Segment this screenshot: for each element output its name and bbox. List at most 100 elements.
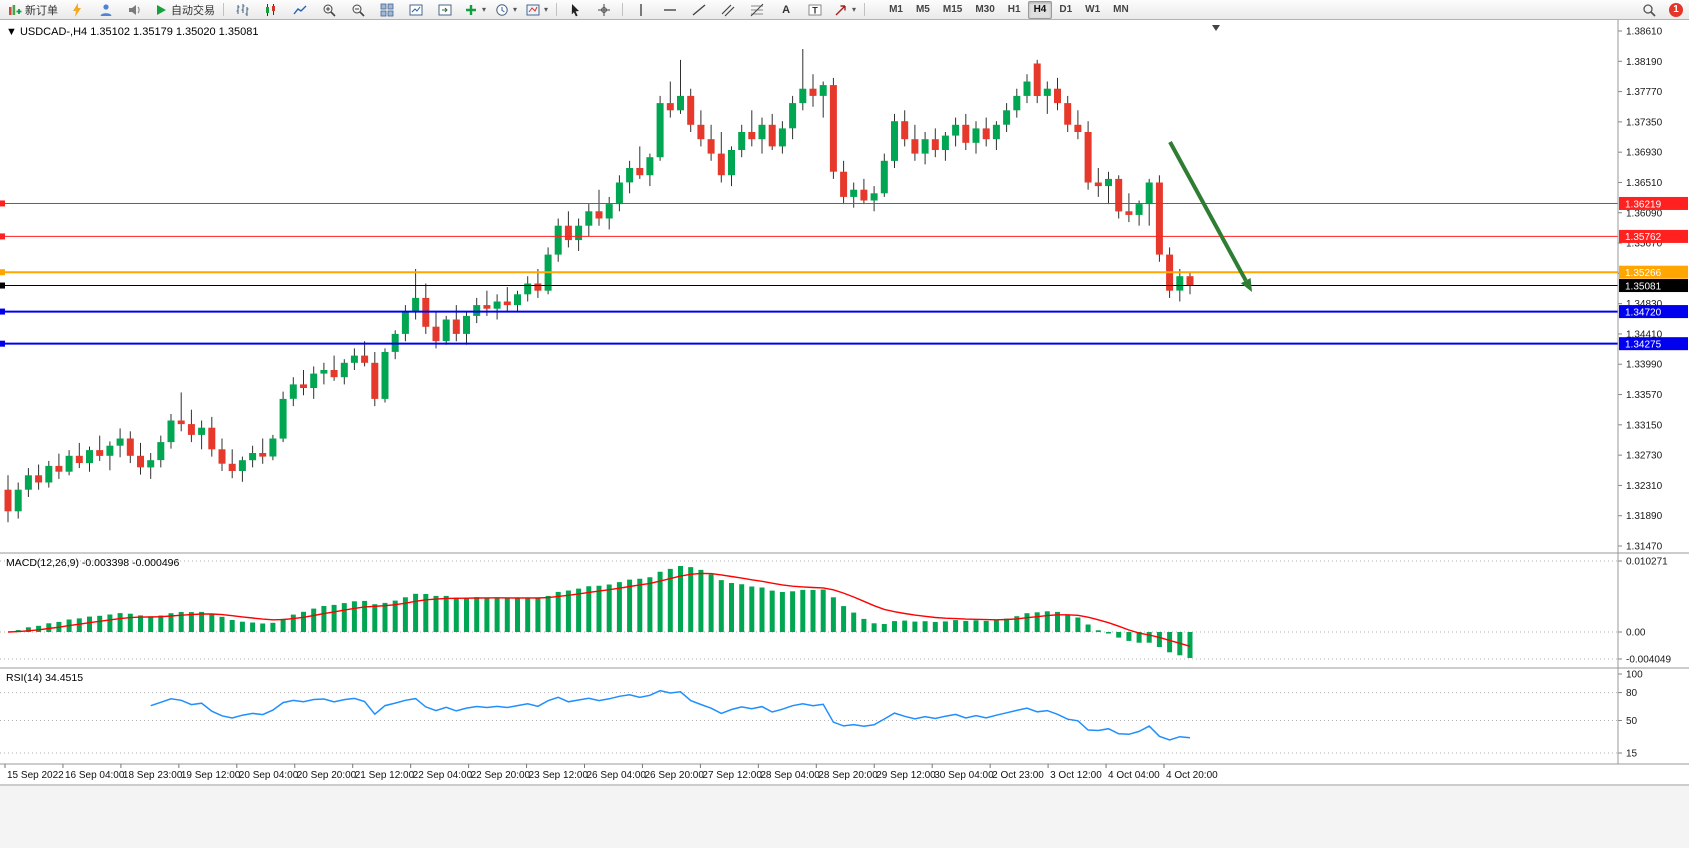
candle-down (748, 132, 756, 140)
candle-down (300, 384, 307, 388)
play-icon (157, 4, 166, 15)
candle-up (1176, 276, 1184, 291)
timeframe-button-m15[interactable]: M15 (942, 4, 963, 15)
candle-up (45, 465, 53, 483)
timeframe-button-mn[interactable]: MN (1113, 4, 1129, 15)
speaker-icon (129, 4, 140, 15)
time-axis-label: 29 Sep 12:00 (876, 770, 936, 781)
candle-up (473, 305, 481, 316)
time-axis-label: 20 Sep 04:00 (239, 770, 299, 781)
channel-tool-button[interactable] (714, 0, 742, 19)
notification-badge[interactable]: 1 (1669, 2, 1683, 17)
candle-down (208, 427, 216, 450)
timeframe-button-m5[interactable]: M5 (915, 4, 930, 15)
candle-up (554, 225, 562, 255)
text-tool-button[interactable]: A (772, 0, 800, 19)
candle-up (819, 85, 827, 96)
support-line-2-tag-label: 1.34275 (1625, 339, 1662, 350)
cursor-button[interactable] (561, 0, 589, 19)
bar-chart-button[interactable] (228, 0, 256, 19)
candle-up (24, 475, 32, 490)
candle-up (524, 283, 532, 295)
candle-up (198, 427, 206, 435)
candle-up (891, 121, 898, 161)
candle-down (829, 85, 837, 172)
chart-canvas[interactable]: 1.38610 1.38190 1.37770 1.37350 1.36930 1.365… (0, 20, 1689, 786)
candle-down (503, 301, 511, 306)
alerts-button[interactable] (121, 0, 149, 19)
auto-trading-button[interactable]: 自动交易 (150, 0, 219, 19)
candlestick-chart-button[interactable] (257, 0, 285, 19)
tile-windows-button[interactable] (373, 0, 401, 19)
toolbar-right-group: 1 (1635, 0, 1685, 19)
time-axis-label: 28 Sep 20:00 (818, 770, 878, 781)
label-tool-button[interactable]: T (801, 0, 829, 19)
candle-up (615, 182, 623, 205)
candle-up (656, 103, 664, 158)
candle-up (1013, 95, 1021, 111)
line-chart-button[interactable] (286, 0, 314, 19)
vertical-line-tool-button[interactable] (627, 0, 655, 19)
candle-up (412, 297, 420, 313)
timeframe-button-d1[interactable]: D1 (1059, 4, 1073, 15)
crosshair-icon (598, 3, 611, 16)
timeframe-button-m30[interactable]: M30 (975, 4, 995, 15)
candle-down (595, 211, 603, 219)
candle-up (778, 128, 786, 147)
candle-up (147, 460, 155, 468)
add-indicator-button[interactable]: ▾ (460, 0, 490, 19)
candle-down (809, 88, 817, 96)
chart-list-button[interactable] (402, 0, 430, 19)
tile-windows-icon (380, 3, 394, 16)
candle-down (126, 438, 134, 456)
chart-shift-button[interactable] (431, 0, 459, 19)
timeframe-button-h1[interactable]: H1 (1007, 4, 1021, 15)
candle-down (361, 355, 369, 363)
candle-down (1033, 63, 1041, 96)
resistance-line-2-tag-label: 1.35762 (1625, 232, 1662, 243)
ohlc-bars-icon (236, 3, 249, 16)
crosshair-button[interactable] (590, 0, 618, 19)
profile-button[interactable] (92, 0, 120, 19)
news-button[interactable] (63, 0, 91, 19)
candle-down (697, 124, 705, 140)
trend-arrow[interactable] (1168, 141, 1252, 292)
zoom-out-button[interactable] (344, 0, 372, 19)
time-axis-label: 3 Oct 12:00 (1050, 770, 1102, 781)
candle-up (789, 103, 797, 129)
candle-up (106, 445, 114, 456)
timeframe-button-m1[interactable]: M1 (889, 4, 903, 15)
candle-up (116, 438, 124, 446)
candle-down (35, 475, 43, 483)
candle-up (1003, 110, 1011, 125)
candle-up (442, 319, 450, 342)
arrows-tool-button[interactable]: ▾ (830, 0, 860, 19)
caret-down-icon: ▾ (482, 5, 487, 14)
fibonacci-tool-button[interactable] (743, 0, 771, 19)
search-button[interactable] (1635, 0, 1663, 19)
time-axis-label: 23 Sep 12:00 (529, 770, 589, 781)
zoom-in-button[interactable] (315, 0, 343, 19)
candle-up (880, 160, 888, 194)
candle-down (707, 139, 715, 154)
timeframe-button-h4[interactable]: H4 (1027, 0, 1053, 19)
horizontal-line-tool-button[interactable] (656, 0, 684, 19)
resistance-line-1-marker (0, 200, 5, 207)
candle-down (137, 455, 144, 468)
periods-button[interactable]: ▾ (491, 0, 521, 19)
candle-up (575, 225, 583, 241)
timeframe-button-w1[interactable]: W1 (1085, 4, 1101, 15)
trendline-tool-button[interactable] (685, 0, 713, 19)
new-order-button[interactable]: 新订单 (4, 0, 62, 19)
price-lines-layer: 1.36219 1.35762 1.35266 1.35081 1.34720 1.342… (0, 196, 1688, 350)
time-axis-label: 19 Sep 12:00 (181, 770, 241, 781)
price-axis-label: 1.36510 (1626, 178, 1663, 189)
candle-up (605, 204, 613, 219)
templates-button[interactable]: ▾ (522, 0, 552, 19)
label-tool-icon: T (808, 4, 822, 15)
macd-axis-label: 0.00 (1626, 628, 1646, 639)
candle-up (65, 455, 73, 472)
candle-up (249, 453, 257, 461)
candle-down (901, 121, 909, 140)
